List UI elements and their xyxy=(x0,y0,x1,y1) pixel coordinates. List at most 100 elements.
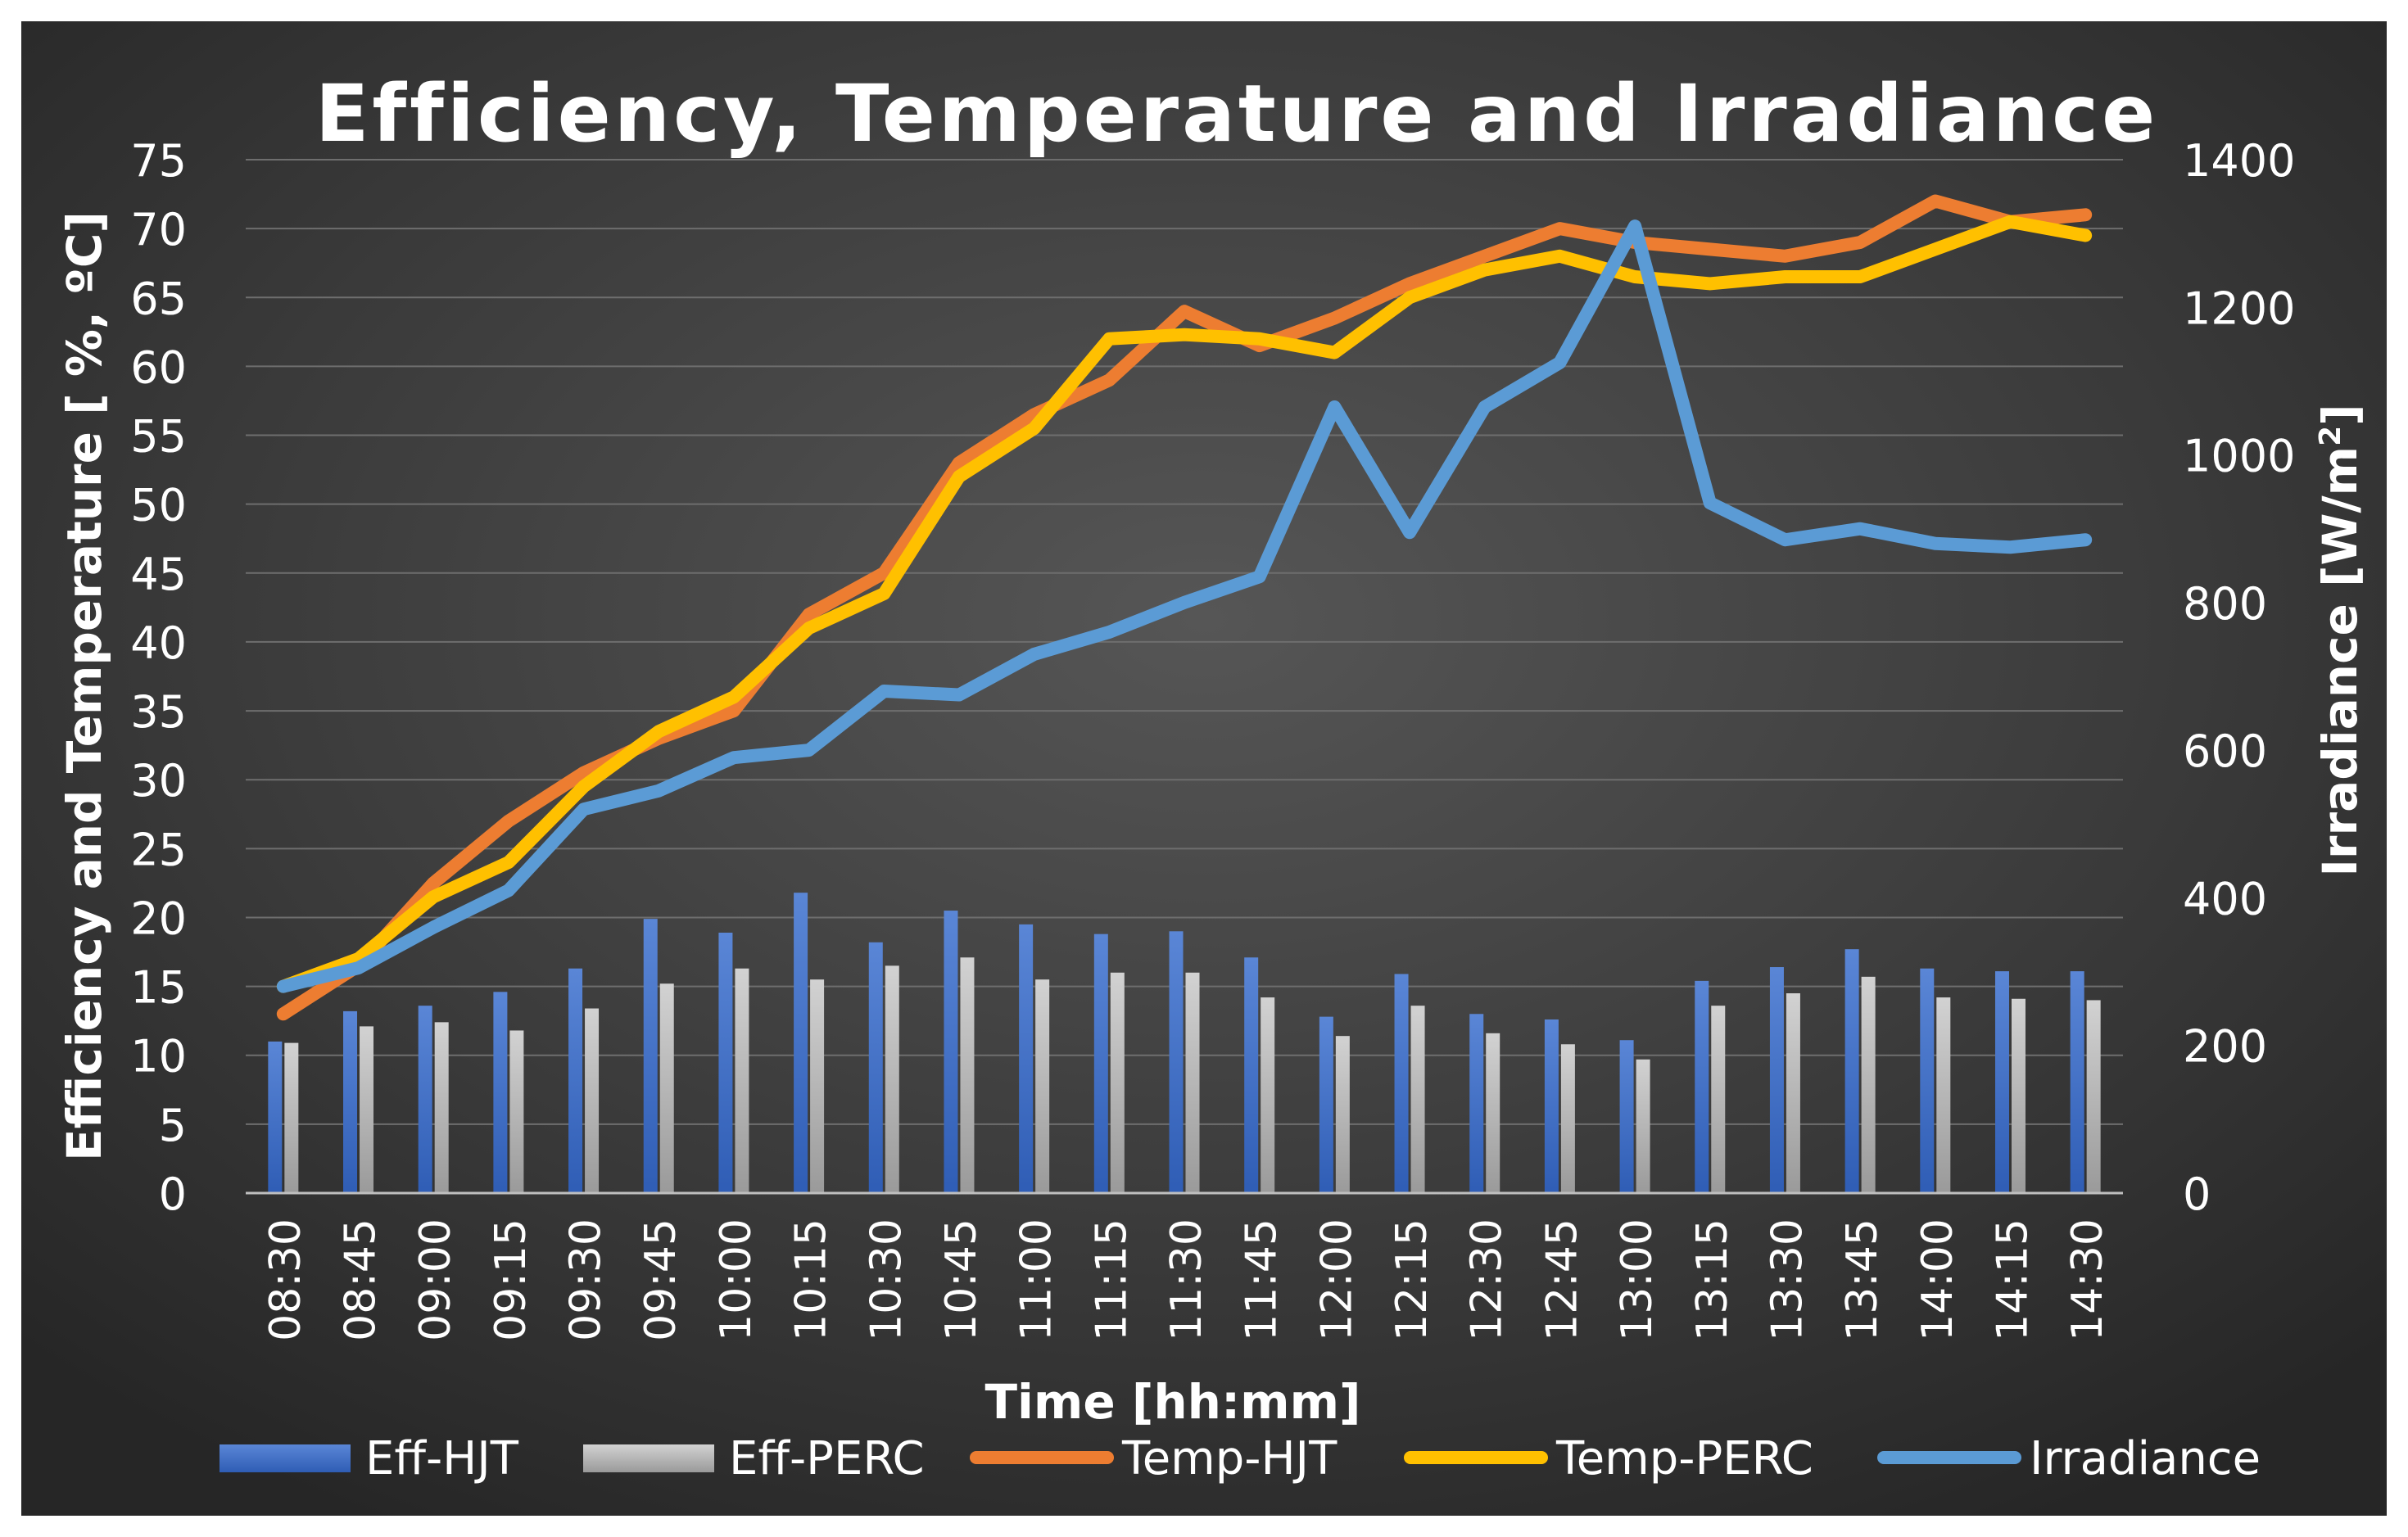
axis-layer: 0 5 10 15 20 25 30 35 40 45 50 55 60 65 70 75 0 200 400 600… xyxy=(130,135,2295,1341)
x-tick-label: 14:30 xyxy=(2063,1218,2112,1341)
bar-eff-hjt xyxy=(1619,1040,1634,1193)
y2-tick-label: 600 xyxy=(2183,726,2267,777)
y2-tick-label: 1200 xyxy=(2183,283,2295,334)
bar-eff-hjt xyxy=(1244,957,1259,1193)
y2-tick-label: 1400 xyxy=(2183,135,2295,187)
bar-eff-perc xyxy=(960,957,975,1193)
line-layer xyxy=(276,194,2093,1021)
legend-label: Temp-HJT xyxy=(1121,1432,1338,1485)
bar-eff-hjt xyxy=(1319,1016,1333,1193)
x-tick-label: 10:15 xyxy=(787,1218,836,1341)
y2-tick-label: 200 xyxy=(2183,1021,2267,1073)
bar-eff-perc xyxy=(885,965,899,1193)
bar-eff-perc xyxy=(1335,1036,1350,1193)
bar-eff-hjt xyxy=(418,1006,432,1193)
bar-eff-hjt xyxy=(1994,971,2009,1193)
chart-background xyxy=(21,21,2387,1516)
y2-tick-label: 400 xyxy=(2183,873,2267,924)
legend-item-temp-hjt: Temp-HJT xyxy=(970,1432,1338,1485)
legend-label: Eff-PERC xyxy=(729,1432,925,1485)
bar-eff-perc xyxy=(2011,998,2026,1193)
bar-eff-hjt xyxy=(1544,1019,1559,1193)
x-tick-label: 12:45 xyxy=(1537,1218,1586,1341)
x-tick-label: 11:15 xyxy=(1087,1218,1136,1341)
bar-eff-perc xyxy=(1636,1059,1650,1193)
bar-eff-perc xyxy=(659,983,674,1193)
x-tick-label: 13:00 xyxy=(1613,1218,1662,1341)
bar-eff-perc xyxy=(434,1022,449,1193)
bar-eff-hjt xyxy=(1093,934,1108,1193)
chart-title: Efficiency, Temperature and Irradiance xyxy=(315,68,2158,160)
y-tick-label: 50 xyxy=(130,480,187,531)
y-tick-label: 60 xyxy=(130,341,187,393)
bar-eff-perc xyxy=(1185,972,1200,1193)
bar-eff-perc xyxy=(360,1026,374,1193)
bar-eff-hjt xyxy=(1695,980,1709,1193)
line-irradiance xyxy=(276,219,2093,993)
x-tick-label: 13:45 xyxy=(1838,1218,1887,1341)
bar-eff-perc xyxy=(2086,1000,2101,1193)
bar-eff-hjt xyxy=(1769,967,1784,1193)
bar-eff-perc xyxy=(810,979,825,1193)
legend: Eff-HJT Eff-PERC Temp-HJT Temp-PERC Irradian… xyxy=(220,1432,2261,1485)
bar-eff-hjt xyxy=(643,919,658,1193)
bar-eff-perc xyxy=(509,1030,524,1193)
legend-label: Temp-PERC xyxy=(1555,1432,1813,1485)
bar-eff-perc xyxy=(1110,972,1125,1193)
legend-item-irradiance: Irradiance xyxy=(1877,1432,2261,1485)
bar-eff-perc xyxy=(1786,993,1800,1193)
y-tick-label: 35 xyxy=(130,686,187,738)
legend-swatch xyxy=(220,1444,351,1472)
x-tick-label: 09:30 xyxy=(562,1218,611,1341)
x-tick-label: 12:30 xyxy=(1463,1218,1512,1341)
bar-eff-perc xyxy=(1035,979,1050,1193)
legend-label: Eff-HJT xyxy=(365,1432,519,1485)
bar-eff-perc xyxy=(735,968,749,1193)
bar-eff-hjt xyxy=(944,911,958,1193)
bar-eff-hjt xyxy=(343,1010,358,1193)
y2-axis-label-main: Irradiance [W/m xyxy=(2312,446,2368,877)
bar-eff-hjt xyxy=(1019,924,1034,1193)
x-tick-label: 11:45 xyxy=(1238,1218,1287,1341)
bar-eff-perc xyxy=(1261,997,1275,1193)
legend-swatch xyxy=(583,1444,714,1472)
y-tick-label: 5 xyxy=(159,1100,187,1151)
legend-item-temp-perc: Temp-PERC xyxy=(1404,1432,1813,1485)
x-tick-label: 08:30 xyxy=(261,1218,310,1341)
bar-eff-hjt xyxy=(1469,1014,1484,1193)
y-tick-label: 45 xyxy=(130,549,187,600)
bar-eff-hjt xyxy=(493,992,508,1193)
bar-eff-perc xyxy=(1936,997,1951,1193)
bar-eff-perc xyxy=(284,1042,299,1193)
bar-eff-hjt xyxy=(1844,949,1859,1193)
y-tick-label: 10 xyxy=(130,1031,187,1083)
y-tick-label: 15 xyxy=(130,962,187,1014)
y-tick-label: 40 xyxy=(130,617,187,669)
bar-eff-hjt xyxy=(1394,974,1409,1193)
legend-item-eff-hjt: Eff-HJT xyxy=(220,1432,519,1485)
bar-eff-perc xyxy=(1711,1006,1726,1193)
x-tick-label: 14:00 xyxy=(1913,1218,1962,1341)
bar-eff-hjt xyxy=(794,893,808,1193)
bar-eff-hjt xyxy=(1169,931,1184,1193)
x-tick-label: 09:15 xyxy=(487,1218,536,1341)
bar-eff-hjt xyxy=(718,932,733,1193)
y2-axis-label: Irradiance [W/m2] xyxy=(2312,404,2368,876)
x-tick-label: 08:45 xyxy=(337,1218,386,1341)
y-tick-label: 20 xyxy=(130,893,187,944)
bar-eff-perc xyxy=(1861,976,1876,1193)
bar-eff-hjt xyxy=(568,968,583,1193)
bar-eff-perc xyxy=(585,1008,600,1193)
bar-eff-hjt xyxy=(2070,971,2084,1193)
y-tick-label: 30 xyxy=(130,755,187,807)
bar-eff-hjt xyxy=(868,942,883,1193)
x-tick-label: 09:00 xyxy=(411,1218,460,1341)
y-tick-label: 75 xyxy=(130,135,187,187)
x-tick-label: 12:00 xyxy=(1312,1218,1361,1341)
x-axis-label: Time [hh:mm] xyxy=(984,1374,1360,1430)
x-tick-label: 10:45 xyxy=(937,1218,986,1341)
y2-axis-label-close: ] xyxy=(2312,404,2368,426)
y2-tick-label: 800 xyxy=(2183,578,2267,630)
